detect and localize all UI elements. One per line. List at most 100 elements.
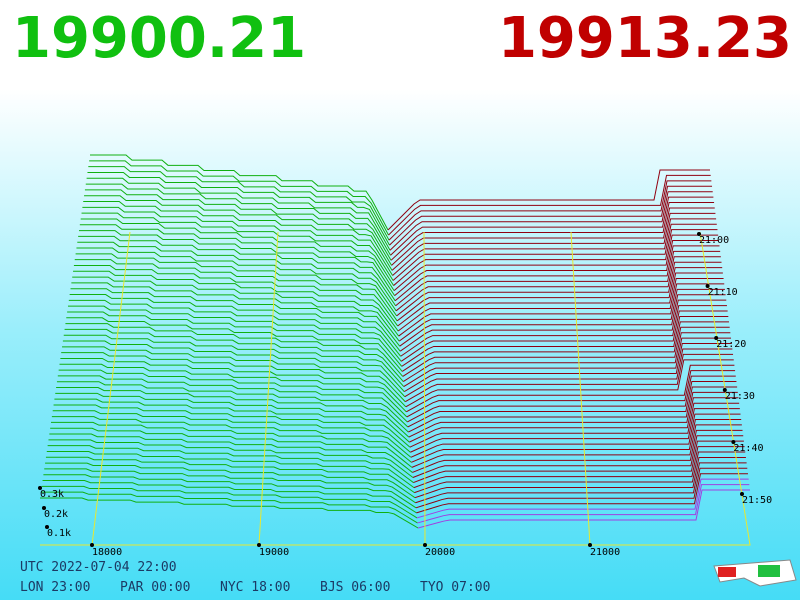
tick-dot: [90, 543, 94, 547]
tick-dot: [740, 492, 744, 496]
glasses-icon: [713, 559, 797, 587]
lens-red: [718, 567, 736, 577]
ask-layer: [412, 429, 743, 473]
bid-layer: [88, 166, 390, 241]
tick-dot: [38, 486, 42, 490]
ask-layer: [417, 489, 750, 529]
ask-layer: [407, 381, 737, 428]
ask-layer: [408, 391, 738, 438]
ask-layer: [410, 408, 740, 453]
ask-layer: [399, 294, 726, 347]
tick-dot: [731, 440, 736, 444]
zone-time: LON 23:00: [20, 580, 91, 595]
bid-layer: [58, 369, 408, 418]
bid-layer: [73, 270, 399, 332]
ask-layer: [398, 283, 725, 337]
bid-layer: [67, 305, 402, 362]
ask-layer: [407, 375, 736, 423]
ask-layer: [406, 370, 736, 418]
bid-layer: [76, 247, 397, 312]
time-label: 21:50: [742, 495, 772, 506]
bid-layer: [79, 224, 395, 291]
ask-layer: [401, 321, 729, 372]
bid-layer: [83, 201, 393, 271]
bid-layer: [84, 195, 392, 266]
tick-dot: [42, 506, 46, 510]
bid-layer: [84, 189, 392, 261]
grid-line: [91, 231, 131, 546]
bid-layer: [90, 154, 389, 231]
time-label: 21:30: [725, 391, 755, 402]
bid-layer: [51, 416, 412, 458]
bid-layer: [48, 439, 414, 478]
bid-layer: [85, 183, 391, 256]
bid-layer: [74, 259, 398, 322]
ask-layer: [402, 332, 731, 382]
ask-layer: [394, 240, 719, 297]
ask-layer: [396, 261, 722, 317]
ask-layer: [401, 315, 729, 367]
ask-layer: [392, 218, 717, 276]
zone-time: BJS 06:00: [320, 580, 391, 595]
bid-layer: [56, 387, 409, 433]
ask-layer: [413, 440, 744, 484]
ask-layer: [402, 326, 730, 377]
bid-layer: [75, 253, 398, 317]
bid-layer: [40, 491, 418, 524]
bid-layer: [65, 323, 404, 377]
ask-layer: [397, 277, 724, 332]
bid-layer: [68, 299, 402, 357]
bid-layer: [60, 357, 407, 408]
bid-layer: [50, 427, 413, 468]
ask-layer: [411, 418, 742, 463]
bid-price: 19900.21: [12, 6, 307, 71]
bid-layer: [77, 241, 397, 307]
ask-layer: [417, 484, 750, 524]
ask-layer: [416, 478, 749, 519]
bid-layer: [81, 212, 394, 281]
time-label: 21:10: [708, 287, 738, 298]
bid-layer: [62, 340, 405, 392]
ask-layer: [400, 305, 727, 357]
ask-layer: [416, 473, 748, 514]
bid-layer: [71, 282, 400, 342]
zone-time: NYC 18:00: [220, 580, 291, 595]
ask-layer: [415, 462, 747, 504]
ask-layer: [393, 234, 719, 291]
ask-layer: [399, 299, 727, 352]
bid-layer: [61, 352, 406, 403]
bid-layer: [64, 328, 404, 382]
bid-layer: [80, 218, 395, 286]
ask-layer: [398, 288, 725, 342]
grid-line: [423, 231, 426, 546]
ask-layer: [414, 451, 746, 494]
bid-layer: [42, 480, 417, 514]
bid-layer: [52, 410, 411, 453]
tick-dot: [423, 543, 427, 547]
grid-line: [258, 231, 279, 546]
ask-layer: [405, 353, 734, 403]
zone-time: TYO 07:00: [420, 580, 491, 595]
ask-layer: [389, 185, 713, 246]
ask-layer: [406, 364, 735, 413]
depth-curves: [40, 154, 750, 529]
bid-layer: [47, 445, 414, 483]
bid-layer: [62, 346, 406, 398]
zone-time: PAR 00:00: [120, 580, 191, 595]
bid-layer: [45, 456, 415, 494]
ask-layer: [391, 207, 715, 266]
bid-layer: [55, 392, 410, 438]
bid-layer: [89, 160, 389, 236]
ask-price: 19913.23: [497, 6, 792, 71]
ask-layer: [396, 267, 723, 322]
bid-layer: [57, 375, 408, 423]
price-label: 21000: [590, 547, 620, 558]
ask-layer: [395, 256, 721, 312]
bid-layer: [69, 294, 401, 352]
bid-layer: [67, 311, 403, 367]
ask-layer: [413, 446, 745, 489]
ask-layer: [400, 310, 728, 362]
tick-dot: [45, 525, 49, 529]
